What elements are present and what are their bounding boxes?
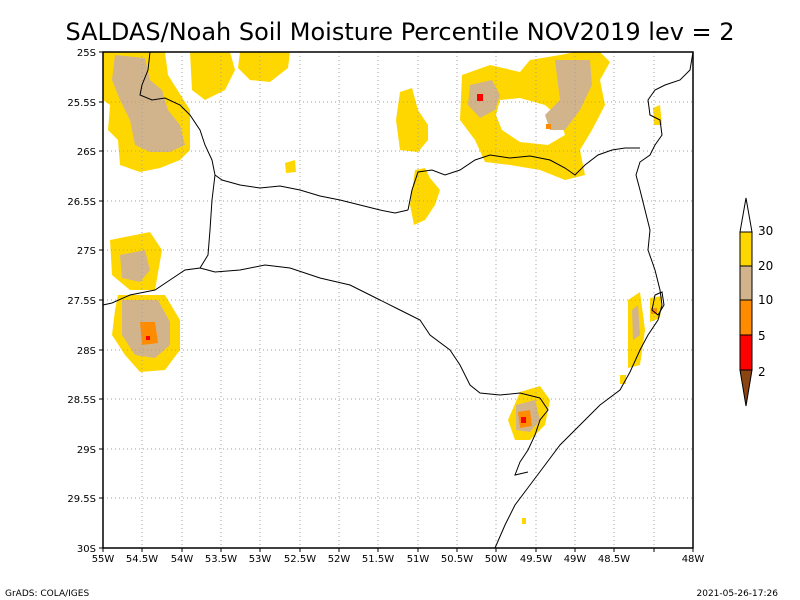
y-tick-label: 27S	[77, 246, 96, 257]
y-tick-label: 26S	[77, 147, 96, 158]
legend-arrow-top	[739, 197, 753, 233]
patch-orange-se2	[651, 308, 657, 314]
y-tick-label: 28S	[77, 346, 96, 357]
patch-tan-ne2	[545, 60, 592, 130]
patch-yellow-mid	[396, 88, 428, 152]
x-tick-label: 48W	[682, 554, 705, 565]
y-tick-label: 25S	[77, 48, 96, 59]
legend-label: 2	[758, 365, 766, 379]
x-tick-label: 50W	[485, 554, 508, 565]
x-tick-label: 51W	[407, 554, 430, 565]
x-tick-label: 55W	[92, 554, 115, 565]
legend-box-10-5	[739, 299, 753, 336]
x-tick-label: 52.5W	[284, 554, 316, 565]
tick-marks	[99, 51, 694, 552]
patch-white-ring-inner	[496, 98, 565, 145]
x-tick-label: 49.5W	[520, 554, 552, 565]
legend-arrow-bottom	[739, 369, 753, 407]
x-tick-label: 53.5W	[205, 554, 237, 565]
legend-colorbar: 30 20 10 5 2	[739, 197, 773, 407]
map-title: SALDAS/Noah Soil Moisture Percentile NOV…	[65, 18, 734, 46]
legend-label: 30	[758, 224, 773, 238]
grid-lines	[103, 52, 693, 548]
legend-box-5-2	[739, 334, 753, 371]
legend-label: 5	[758, 329, 766, 343]
border-river-west	[102, 174, 216, 306]
patch-orange-ne	[546, 124, 551, 129]
patch-tan-nw	[112, 55, 185, 152]
y-tick-labels: 25S 25.5S 26S 26.5S 27S 27.5S 28S 28.5S …	[67, 48, 96, 555]
patch-yellow-strip	[410, 168, 440, 225]
island	[651, 291, 665, 316]
patch-red-south	[521, 417, 526, 423]
y-tick-label: 30S	[77, 544, 96, 555]
boundaries	[102, 51, 694, 549]
patch-yellow-se-small	[620, 375, 626, 384]
x-tick-label: 49W	[564, 554, 587, 565]
legend-label: 10	[758, 293, 773, 307]
y-tick-label: 26.5S	[67, 197, 96, 208]
legend-box-20-10	[739, 265, 753, 301]
patch-yellow-small1	[285, 160, 296, 173]
patch-yellow-tiny-south	[522, 518, 526, 524]
y-tick-label: 29S	[77, 445, 96, 456]
y-tick-label: 28.5S	[67, 395, 96, 406]
percentile-patches	[103, 52, 662, 524]
footer-left: GrADS: COLA/IGES	[5, 589, 89, 599]
border-state	[199, 264, 541, 399]
x-tick-label: 52W	[328, 554, 351, 565]
patch-yellow-nw2	[190, 52, 235, 100]
patch-orange-w2	[140, 322, 158, 345]
patch-tan-w1	[120, 250, 150, 282]
legend-label: 20	[758, 259, 773, 273]
lagoon-south	[514, 397, 549, 476]
x-tick-labels: 55W 54.5W 54W 53.5W 53W 52.5W 52W 51.5W …	[92, 554, 705, 565]
y-tick-label: 27.5S	[67, 296, 96, 307]
legend-box-30-20	[739, 231, 753, 267]
coastline	[494, 51, 694, 549]
footer-right: 2021-05-26-17:26	[697, 589, 779, 599]
x-tick-label: 50.5W	[441, 554, 473, 565]
patch-tan-ne	[468, 80, 500, 118]
x-tick-label: 54.5W	[126, 554, 158, 565]
patch-tan-se-strip	[632, 305, 640, 340]
x-tick-label: 54W	[171, 554, 194, 565]
border-pr-sc	[407, 147, 640, 211]
x-tick-label: 51.5W	[362, 554, 394, 565]
patch-red-ne	[477, 94, 483, 101]
y-tick-label: 29.5S	[67, 494, 96, 505]
x-tick-label: 53W	[249, 554, 272, 565]
patch-yellow-nw3	[238, 52, 290, 82]
x-tick-label: 48.5W	[598, 554, 630, 565]
y-tick-label: 25.5S	[67, 98, 96, 109]
patch-red-w2	[146, 336, 150, 340]
